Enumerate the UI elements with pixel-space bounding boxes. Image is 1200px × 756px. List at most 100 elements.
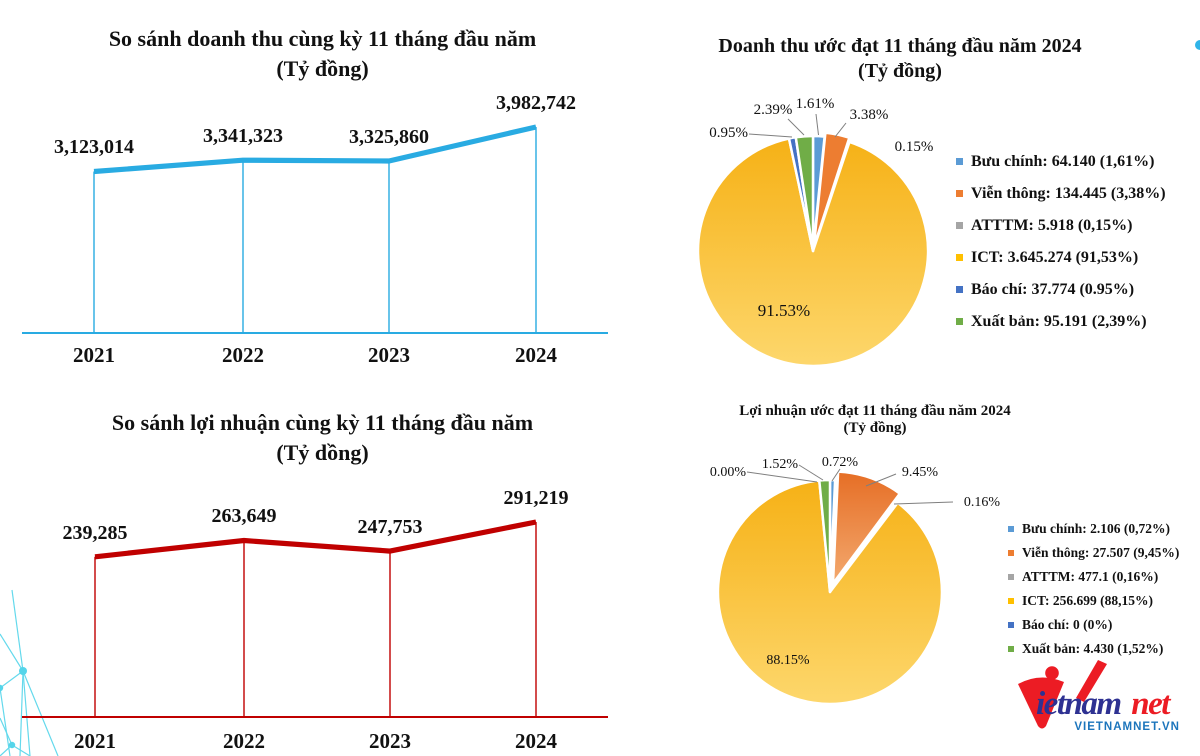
legend-item-buu-chinh: Bưu chính: 64.140 (1,61%) xyxy=(956,153,1166,170)
profit-pie-legend: Bưu chính: 2.106 (0,72%) Viễn thông: 27.… xyxy=(1008,522,1179,666)
legend-marker-ict xyxy=(1008,598,1014,604)
callout-leader xyxy=(798,464,824,481)
revenue-pie-chart xyxy=(696,113,930,368)
revenue-chart-title-text: So sánh doanh thu cùng kỳ 11 tháng đầu n… xyxy=(108,26,537,51)
legend-label: Bưu chính: 2.106 (0,72%) xyxy=(1022,521,1170,536)
data-label-2021: 239,285 xyxy=(62,521,128,544)
legend-label: ATTTM: 5.918 (0,15%) xyxy=(971,217,1133,234)
legend-label: Báo chí: 37.774 (0.95%) xyxy=(971,281,1135,298)
logo-text-ietnam: ietnam xyxy=(1036,686,1121,722)
x-axis-label-2021: 2021 xyxy=(74,729,116,753)
data-label-2024: 291,219 xyxy=(503,487,569,509)
legend-marker-vien-thong xyxy=(1008,550,1014,556)
legend-marker-xuat-ban xyxy=(956,318,963,325)
data-label-2022: 3,341,323 xyxy=(203,125,283,148)
legend-marker-buu-chinh xyxy=(1008,526,1014,532)
callout-ict: 91.53% xyxy=(757,301,811,320)
revenue-pie-legend: Bưu chính: 64.140 (1,61%) Viễn thông: 13… xyxy=(956,153,1166,345)
legend-item-bao-chi: Báo chí: 0 (0%) xyxy=(1008,618,1179,632)
profit-pie-unit: (Tỷ đồng) xyxy=(843,420,907,436)
x-axis-label-2024: 2024 xyxy=(515,343,557,367)
callout-leader xyxy=(748,133,793,138)
callout-leader xyxy=(746,471,818,483)
legend-label: Bưu chính: 64.140 (1,61%) xyxy=(971,153,1155,170)
legend-item-vien-thong: Viễn thông: 27.507 (9,45%) xyxy=(1008,546,1179,560)
revenue-line-chart-panel: So sánh doanh thu cùng kỳ 11 tháng đầu n… xyxy=(0,0,645,378)
logo-domain: VIETNAMNET.VN xyxy=(1074,721,1180,733)
callout-leader xyxy=(831,468,841,482)
logo-slash xyxy=(1076,660,1107,702)
legend-marker-bao-chi xyxy=(1008,622,1014,628)
x-axis-label-2023: 2023 xyxy=(369,729,411,753)
callout-atttm: 0.16% xyxy=(963,495,1000,510)
logo-i-dot xyxy=(1045,666,1059,680)
legend-marker-vien-thong xyxy=(956,190,963,197)
network-node xyxy=(19,667,27,675)
revenue-pie-title-text: Doanh thu ước đạt 11 tháng đầu năm 2024 xyxy=(718,35,1082,57)
data-label-2023: 3,325,860 xyxy=(349,125,429,148)
network-node xyxy=(8,741,16,749)
legend-item-xuat-ban: Xuất bản: 95.191 (2,39%) xyxy=(956,313,1166,330)
network-node xyxy=(0,684,4,692)
legend-label: ICT: 256.699 (88,15%) xyxy=(1022,593,1153,608)
revenue-pie-chart-panel: Doanh thu ước đạt 11 tháng đầu năm 2024 … xyxy=(640,0,1200,378)
profit-pie-chart-panel: Lợi nhuận ước đạt 11 tháng đầu năm 2024 … xyxy=(640,378,1200,756)
callout-ict: 88.15% xyxy=(766,653,810,668)
legend-marker-ict xyxy=(956,254,963,261)
legend-item-atttm: ATTTM: 477.1 (0,16%) xyxy=(1008,570,1179,584)
callout-xuat-ban: 1.52% xyxy=(761,457,799,472)
data-label-2023: 247,753 xyxy=(357,516,423,539)
legend-label: Xuất bản: 4.430 (1,52%) xyxy=(1022,641,1164,656)
legend-label: ATTTM: 477.1 (0,16%) xyxy=(1022,569,1159,584)
network-decoration-graphic xyxy=(0,589,59,756)
callout-leader xyxy=(815,113,819,136)
x-axis-label-2022: 2022 xyxy=(223,729,265,753)
callout-xuat-ban: 2.39% xyxy=(753,102,793,118)
callout-buu-chinh: 0.72% xyxy=(821,455,859,470)
svg-text:ietnam net: ietnam net xyxy=(1036,686,1171,722)
profit-line-chart-panel: So sánh lợi nhuận cùng kỳ 11 tháng đầu n… xyxy=(0,378,645,756)
profit-pie-title: Lợi nhuận ước đạt 11 tháng đầu năm 2024 … xyxy=(640,403,1110,437)
data-label-2024: 3,982,742 xyxy=(496,92,576,114)
profit-chart-title: So sánh lợi nhuận cùng kỳ 11 tháng đầu n… xyxy=(0,408,645,468)
legend-label: Báo chí: 0 (0%) xyxy=(1022,617,1113,632)
revenue-chart-unit: (Tỷ đồng) xyxy=(276,56,369,81)
legend-marker-buu-chinh xyxy=(956,158,963,165)
corner-dot-decoration xyxy=(1195,40,1200,50)
profit-pie-title-text: Lợi nhuận ước đạt 11 tháng đầu năm 2024 xyxy=(739,403,1011,419)
callout-atttm: 0.15% xyxy=(894,139,934,155)
profit-chart-unit: (Tỷ dồng) xyxy=(276,440,369,465)
profit-chart-title-text: So sánh lợi nhuận cùng kỳ 11 tháng đầu n… xyxy=(111,410,534,435)
profit-line-chart xyxy=(22,519,608,718)
legend-label: ICT: 3.645.274 (91,53%) xyxy=(971,249,1139,266)
legend-item-atttm: ATTTM: 5.918 (0,15%) xyxy=(956,217,1166,234)
x-axis-label-2023: 2023 xyxy=(368,343,410,367)
profit-pie-chart xyxy=(716,464,954,706)
legend-marker-atttm xyxy=(956,222,963,229)
legend-label: Viễn thông: 134.445 (3,38%) xyxy=(971,185,1166,202)
revenue-line-chart xyxy=(22,124,608,334)
legend-marker-xuat-ban xyxy=(1008,646,1014,652)
legend-marker-atttm xyxy=(1008,574,1014,580)
x-axis-label-2024: 2024 xyxy=(515,729,557,753)
revenue-chart-title: So sánh doanh thu cùng kỳ 11 tháng đầu n… xyxy=(0,24,645,84)
legend-item-ict: ICT: 256.699 (88,15%) xyxy=(1008,594,1179,608)
callout-bao-chi: 0.00% xyxy=(709,465,746,480)
legend-label: Viễn thông: 27.507 (9,45%) xyxy=(1022,545,1180,560)
callout-vien-thong: 9.45% xyxy=(901,465,939,480)
data-label-2021: 3,123,014 xyxy=(54,136,134,159)
legend-label: Xuất bản: 95.191 (2,39%) xyxy=(971,313,1147,330)
callout-buu-chinh: 1.61% xyxy=(795,96,835,112)
logo-text-net: net xyxy=(1131,686,1171,722)
x-axis-label-2022: 2022 xyxy=(222,343,264,367)
x-axis-label-2021: 2021 xyxy=(73,343,115,367)
logo-v-mark xyxy=(1018,677,1064,729)
callout-leader xyxy=(787,118,805,136)
revenue-pie-unit: (Tỷ đồng) xyxy=(858,60,942,82)
legend-item-xuat-ban: Xuất bản: 4.430 (1,52%) xyxy=(1008,642,1179,656)
legend-marker-bao-chi xyxy=(956,286,963,293)
legend-item-vien-thong: Viễn thông: 134.445 (3,38%) xyxy=(956,185,1166,202)
callout-leader xyxy=(865,473,897,487)
legend-item-ict: ICT: 3.645.274 (91,53%) xyxy=(956,249,1166,266)
callout-leader xyxy=(834,122,847,138)
